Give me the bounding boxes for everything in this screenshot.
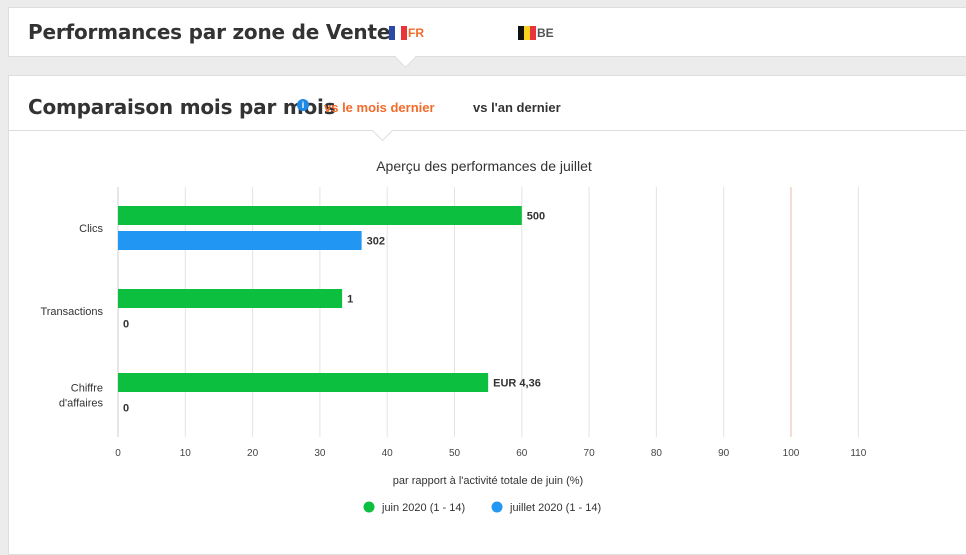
bar xyxy=(118,373,489,392)
category-label: d'affaires xyxy=(59,398,104,410)
data-label: 1 xyxy=(347,294,353,306)
x-tick-label: 100 xyxy=(783,448,800,459)
x-tick-label: 40 xyxy=(382,448,394,459)
x-tick-label: 30 xyxy=(314,448,326,459)
x-tick-label: 10 xyxy=(180,448,192,459)
legend-label: juin 2020 (1 - 14) xyxy=(381,502,465,514)
tab-vs-last-month[interactable]: vs le mois dernier xyxy=(324,100,435,115)
tab-be[interactable]: BE xyxy=(537,26,554,40)
x-tick-label: 50 xyxy=(449,448,461,459)
info-icon[interactable]: i xyxy=(297,99,309,111)
zone-panel: Performances par zone de Vente FR BE xyxy=(8,7,966,69)
chart-title: Aperçu des performances de juillet xyxy=(376,158,592,174)
tab-vs-last-year[interactable]: vs l'an dernier xyxy=(473,100,561,115)
bar xyxy=(118,231,362,250)
x-tick-label: 80 xyxy=(651,448,663,459)
france-flag-icon[interactable] xyxy=(389,26,407,40)
legend-marker xyxy=(491,501,503,513)
legend-marker xyxy=(363,501,375,513)
data-label: 500 xyxy=(527,211,545,223)
divider xyxy=(9,130,966,131)
x-axis-label: par rapport à l'activité totale de juin … xyxy=(393,475,583,487)
zone-panel-title: Performances par zone de Vente xyxy=(28,20,391,44)
legend-label: juillet 2020 (1 - 14) xyxy=(509,502,601,514)
belgium-flag-icon[interactable] xyxy=(518,26,536,40)
x-tick-label: 110 xyxy=(850,448,866,459)
comparison-panel-title: Comparaison mois par mois xyxy=(28,95,336,119)
data-label: 0 xyxy=(123,319,129,331)
bar xyxy=(118,206,522,225)
x-tick-label: 0 xyxy=(115,448,121,459)
x-tick-label: 20 xyxy=(247,448,259,459)
data-label: EUR 4,36 xyxy=(493,378,541,390)
x-tick-label: 90 xyxy=(718,448,730,459)
data-label: 0 xyxy=(123,403,129,415)
x-tick-label: 70 xyxy=(584,448,596,459)
category-label: Transactions xyxy=(40,306,103,318)
category-label: Clics xyxy=(79,223,103,235)
data-label: 302 xyxy=(367,236,385,248)
x-tick-label: 60 xyxy=(516,448,528,459)
bar xyxy=(118,289,343,308)
comparison-panel: Comparaison mois par mois i vs le mois d… xyxy=(8,75,966,555)
tab-fr[interactable]: FR xyxy=(408,26,424,40)
category-label: Chiffre xyxy=(71,383,103,395)
